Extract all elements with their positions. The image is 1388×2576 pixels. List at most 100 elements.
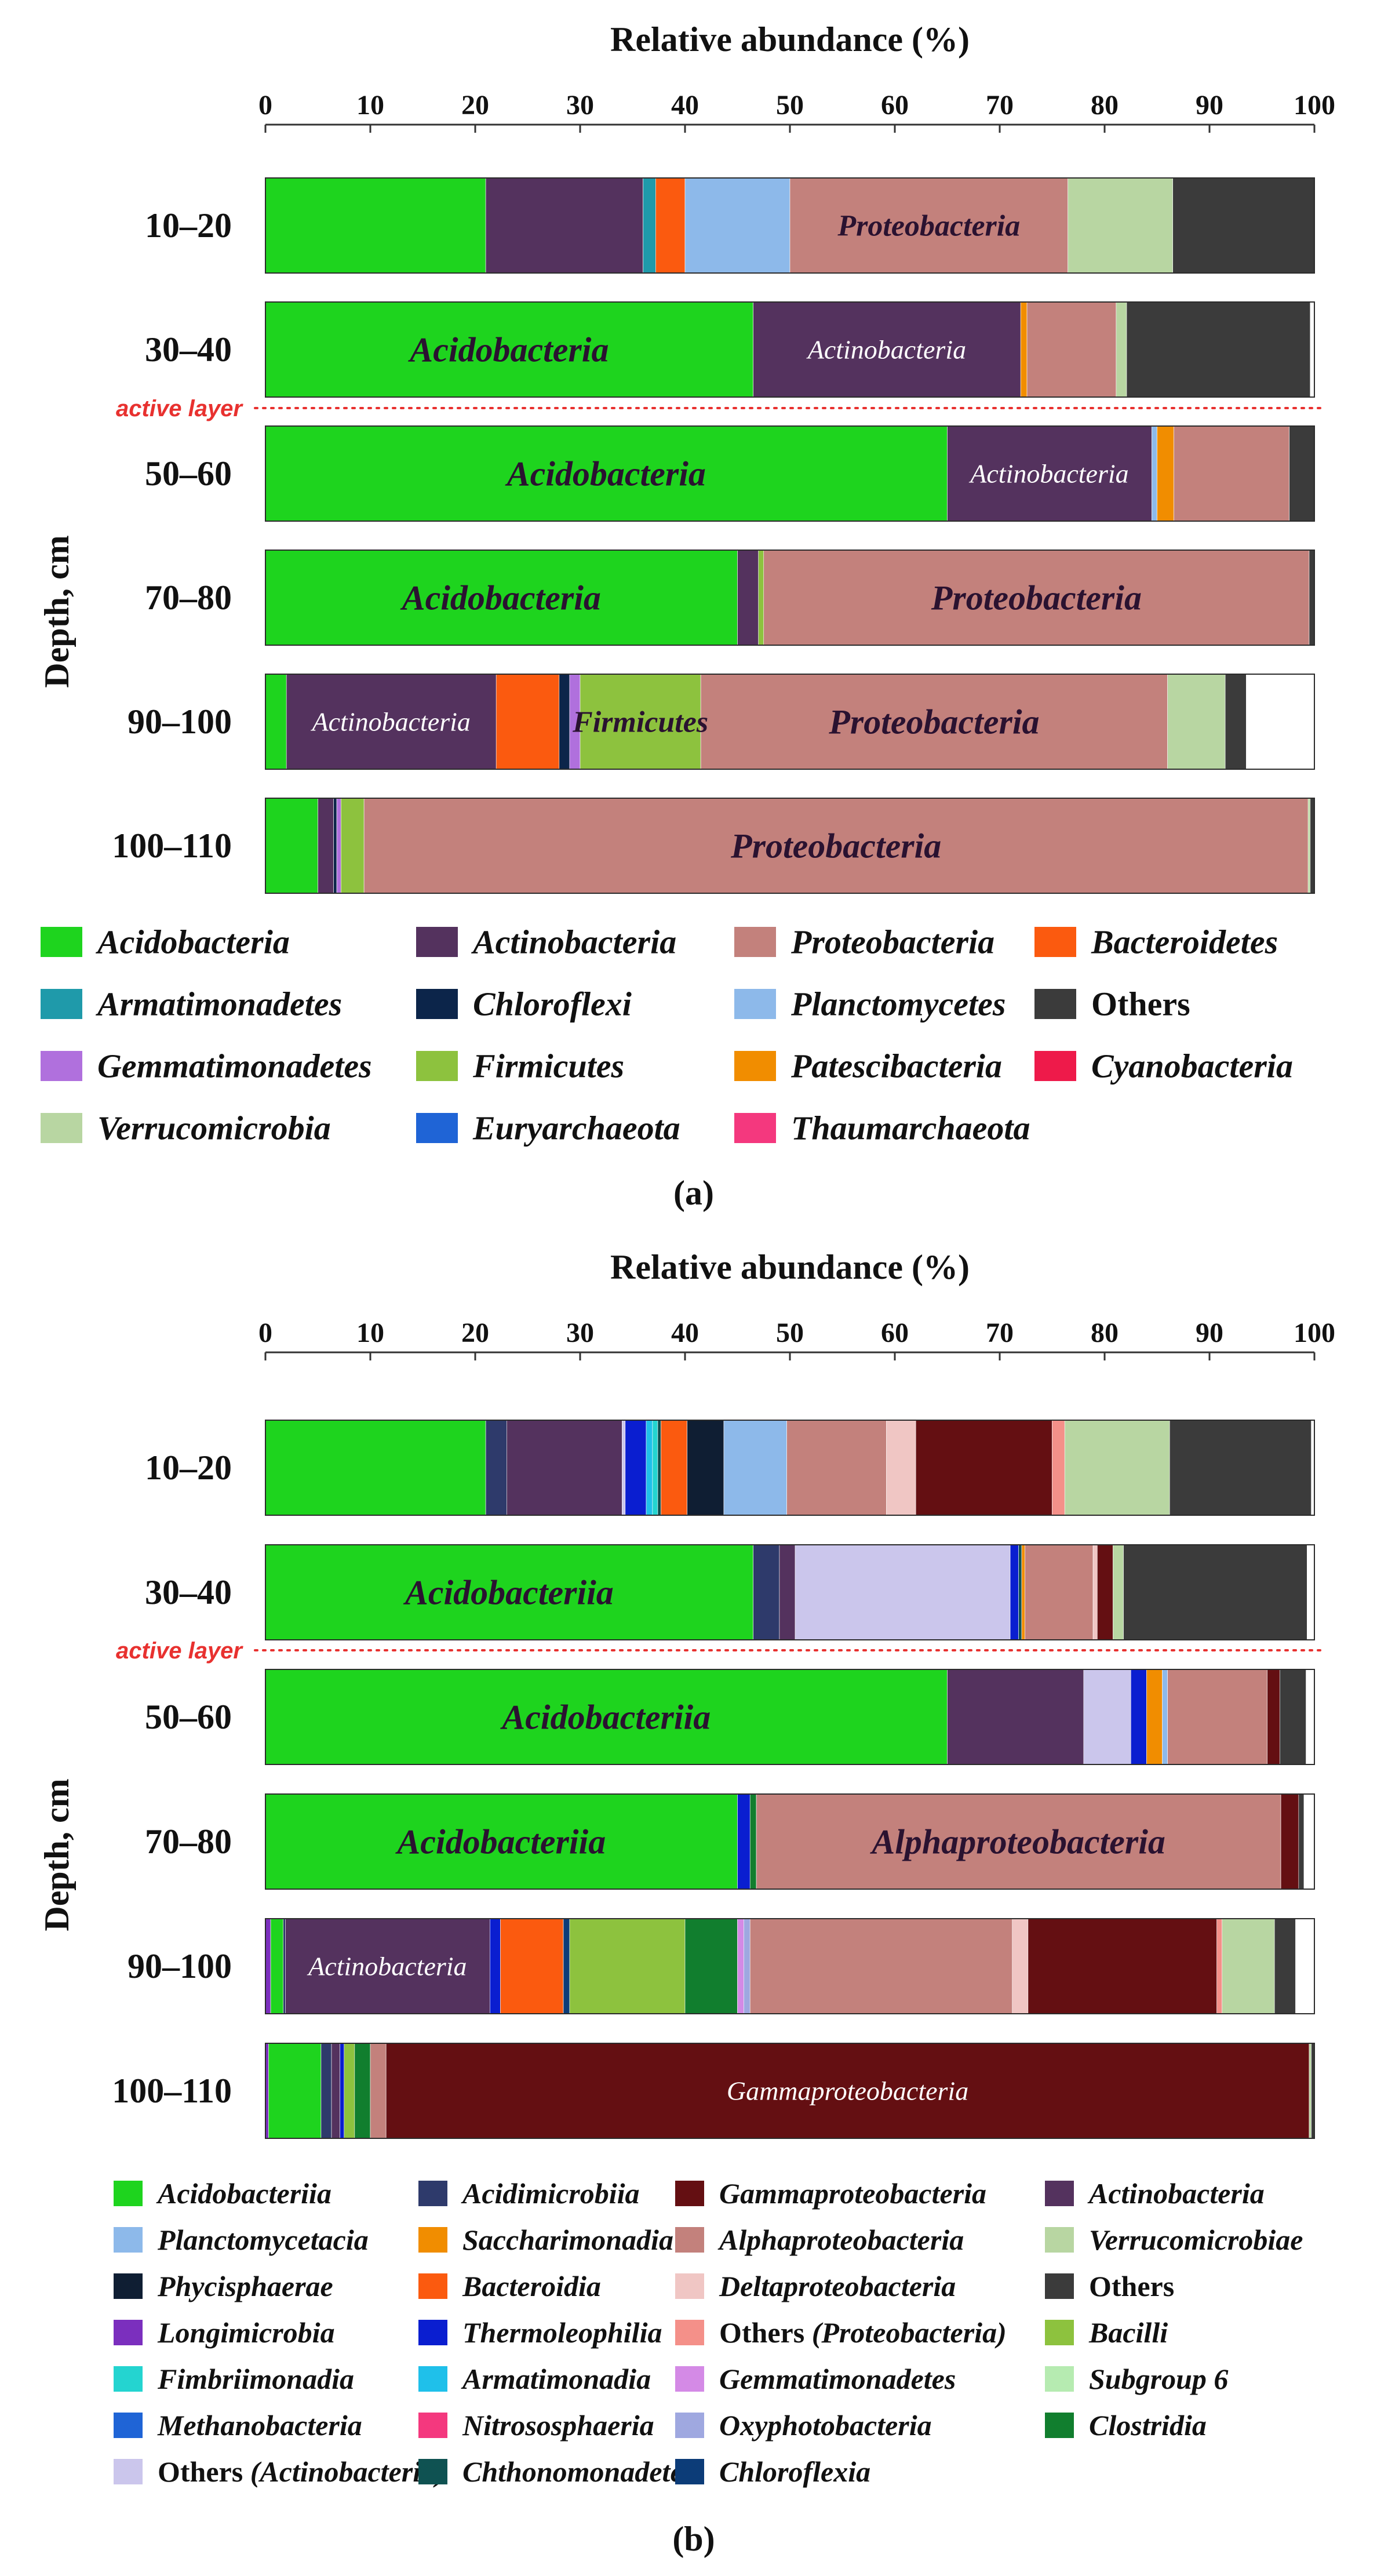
legend-swatch [416, 1051, 458, 1081]
bar-row-10-20: 10–20 Proteobacteria [145, 177, 1315, 274]
bar-outline [265, 550, 1315, 646]
bar-segment-saccharimonadia [1021, 1544, 1025, 1640]
legend-swatch [418, 2366, 447, 2392]
bar-segment-proteobacteria [700, 674, 1168, 770]
bar-label-firmicutes: Firmicutes [572, 706, 708, 739]
bar-segment-proteobacteria [789, 177, 1068, 274]
legend-swatch [1045, 2227, 1074, 2253]
legend-item-subgroup-6: Subgroup 6 [1045, 2363, 1228, 2395]
bar-segment-acidobacteria [265, 798, 318, 894]
bar-segment-gammaproteobacteria [1280, 1793, 1299, 1890]
legend-swatch [114, 2320, 143, 2345]
legend-item-chloroflexia: Chloroflexia [675, 2455, 870, 2488]
legend-label: Acidobacteriia [156, 2177, 331, 2210]
legend-swatch [675, 2413, 704, 2438]
legend-item-gammaproteobacteria: Gammaproteobacteria [675, 2177, 986, 2210]
bar-label-proteobacteria: Proteobacteria [730, 827, 941, 865]
legend-label: Acidimicrobiia [461, 2177, 640, 2210]
bar-row-90-100: 90–100 Actinobacteria [127, 1918, 1315, 2014]
legend-item-cyanobacteria: Cyanobacteria [1034, 1047, 1293, 1085]
legend-label: Methanobacteria [157, 2409, 362, 2442]
bar-segment-acidimicrobiia [320, 2043, 332, 2139]
legend-swatch [41, 1113, 82, 1143]
category-label: 70–80 [145, 1822, 232, 1861]
x-tick-label: 0 [258, 1318, 272, 1348]
bar-outline [265, 1669, 1315, 1765]
bar-segment-actinobacteria [285, 1918, 490, 2014]
legend-label: Planctomycetes [790, 985, 1006, 1023]
bar-segment-verrucomicrobiae [1222, 1918, 1275, 2014]
bar-label-acidobacteriia: Acidobacteriia [500, 1698, 711, 1736]
panel-label: (b) [672, 2520, 715, 2558]
bar-segment-proteobacteria [363, 798, 1309, 894]
bar-segment-actinobacteria [485, 177, 643, 274]
bar-segment-acidobacteriia [265, 1420, 486, 1516]
legend-label: Alphaproteobacteria [717, 2224, 964, 2256]
legend-item-euryarchaeota: Euryarchaeota [416, 1109, 680, 1147]
bar-label-alphaproteobacteria: Alphaproteobacteria [869, 1822, 1165, 1861]
x-tick-label: 20 [461, 90, 489, 121]
bar-segment-proteobacteria [1026, 301, 1117, 398]
legend-item-phycisphaerae: Phycisphaerae [114, 2270, 333, 2302]
legend-swatch [675, 2227, 704, 2253]
legend-label: Euryarchaeota [472, 1109, 680, 1147]
bar-outline [265, 301, 1315, 398]
bar-segment-others [1172, 177, 1315, 274]
category-label: 90–100 [127, 703, 232, 741]
legend-item-methanobacteria: Methanobacteria [114, 2409, 362, 2442]
legend-label: Fimbriimonadia [157, 2363, 354, 2395]
legend-item-planctomycetacia: Planctomycetacia [114, 2224, 369, 2256]
legend-swatch [114, 2181, 143, 2206]
bar-segment-thermoleophilia [625, 1420, 647, 1516]
bar-outline [265, 798, 1315, 894]
category-label: 100–110 [112, 827, 232, 865]
legend-swatch [734, 1113, 776, 1143]
legend-label: Armatimonadetes [96, 985, 342, 1023]
bar-segment-gammaproteobacteria [1028, 1918, 1217, 2014]
legend-swatch [1045, 2366, 1074, 2392]
bar-row-30-40: 30–40 Acidobacteriia [145, 1544, 1315, 1640]
bar-segment-firmicutes [758, 550, 764, 646]
legend-swatch [41, 927, 82, 957]
bar-segment-bacteroidia [500, 1918, 564, 2014]
bar-segment-saccharimonadia [1146, 1669, 1163, 1765]
bar-segment-others [1279, 1669, 1306, 1765]
bar-segment-thermoleophilia [737, 1793, 751, 1890]
bar-segment-others [1123, 1544, 1307, 1640]
bar-segment-oxyphotobacteria [744, 1918, 751, 2014]
legend-label: Cyanobacteria [1091, 1047, 1293, 1085]
legend-swatch [114, 2273, 143, 2299]
legend-item-patescibacteria: Patescibacteria [734, 1047, 1002, 1085]
legend-item-bacteroidetes: Bacteroidetes [1034, 923, 1278, 961]
legend-swatch [418, 2273, 447, 2299]
bar-segment-longimicrobia [265, 1918, 271, 2014]
x-tick-label: 90 [1196, 90, 1223, 121]
bar-outline [265, 2043, 1315, 2139]
category-label: 10–20 [145, 1449, 232, 1487]
chart-title: Relative abundance (%) [610, 20, 970, 59]
legend-item-verrucomicrobia: Verrucomicrobia [41, 1109, 331, 1147]
bar-segment-others-actinobacteria [622, 1420, 626, 1516]
legend-swatch [734, 1051, 776, 1081]
legend-swatch [734, 989, 776, 1019]
legend-label: Patescibacteria [790, 1047, 1002, 1085]
bar-segment-gammaproteobacteria [915, 1420, 1052, 1516]
bar-segment-firmicutes [341, 798, 365, 894]
bar-segment-acidobacteria [265, 550, 738, 646]
bar-segment-actinobacteria [947, 425, 1152, 522]
bar-segment-others [1289, 425, 1315, 522]
bar-segment-alphaproteobacteria [370, 2043, 387, 2139]
legend-item-planctomycetes: Planctomycetes [734, 985, 1006, 1023]
panel-label: (a) [673, 1174, 714, 1212]
bar-label-acidobacteria: Acidobacteria [400, 578, 601, 617]
legend-swatch [675, 2459, 704, 2484]
bar-label-actinobacteria: Actinobacteria [968, 459, 1128, 489]
bar-segment-armatimonadetes [643, 177, 656, 274]
bar-segment-alphaproteobacteria [1025, 1544, 1094, 1640]
legend: Acidobacteriia Acidimicrobiia Gammaproteob… [114, 2177, 1303, 2488]
bar-segment-actinobacteria [318, 798, 334, 894]
legend-item-others: Others [1045, 2270, 1174, 2302]
x-tick-label: 70 [986, 90, 1014, 121]
legend-label: Actinobacteria [1087, 2177, 1265, 2210]
bar-segment-others-proteobacteria [1216, 1918, 1223, 2014]
